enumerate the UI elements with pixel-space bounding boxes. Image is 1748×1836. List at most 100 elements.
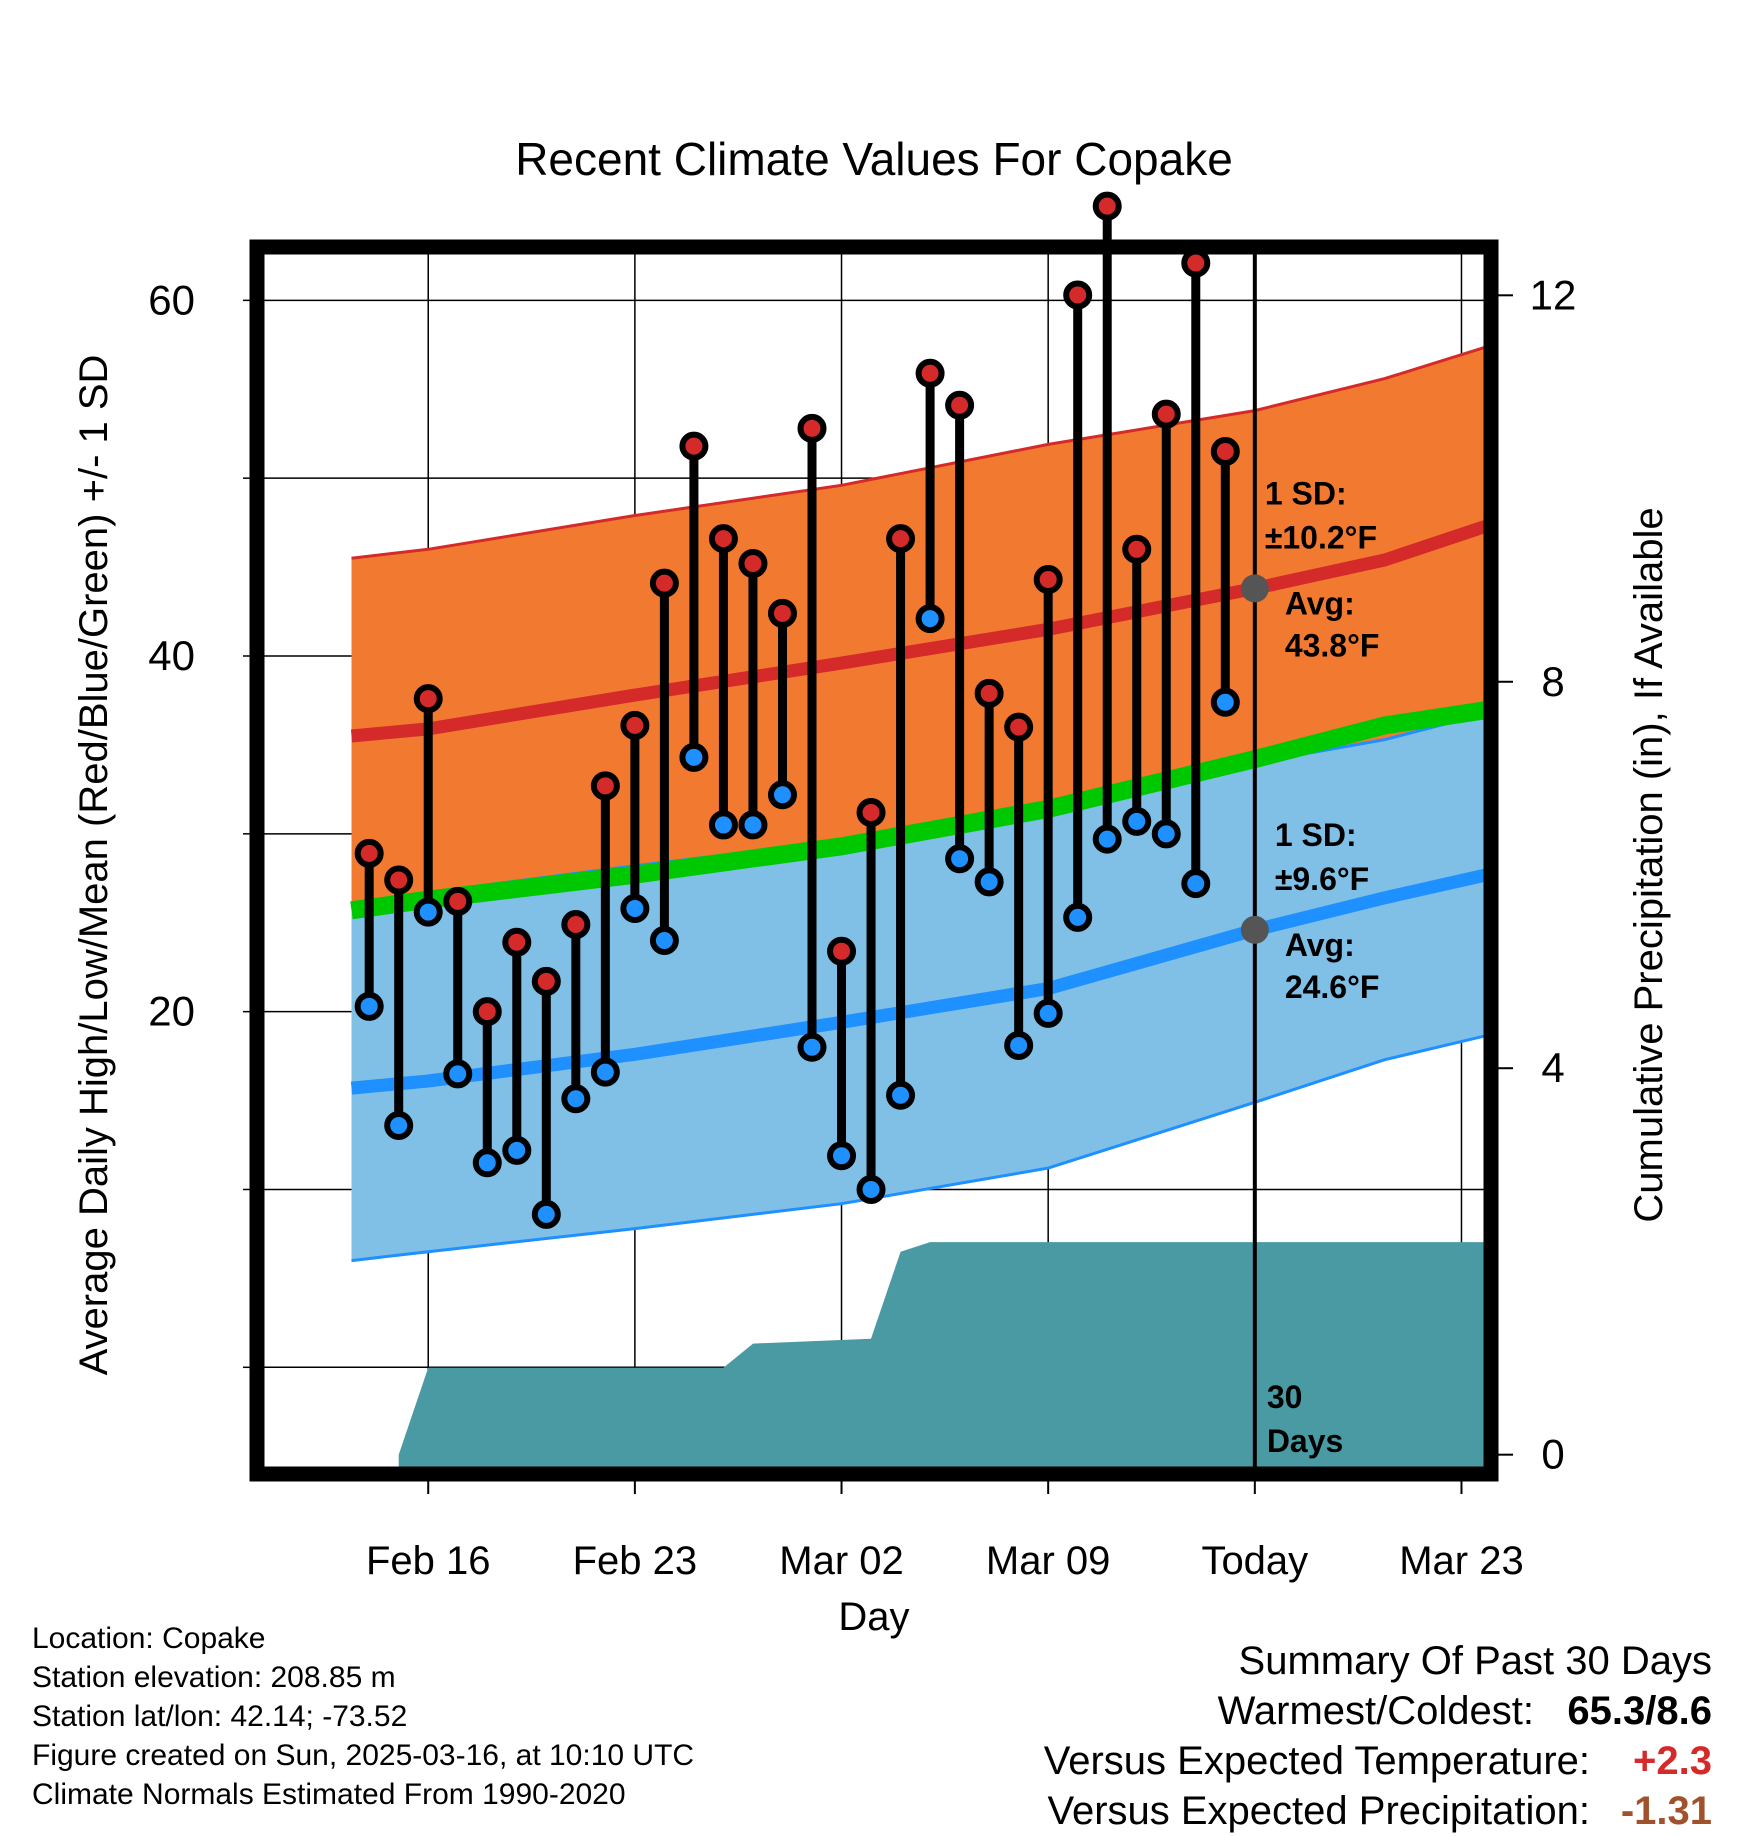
daily-high-point — [679, 431, 709, 461]
daily-low-point — [974, 867, 1004, 897]
y2-tick-label: 4 — [1541, 1044, 1564, 1091]
summary-panel: Summary Of Past 30 Days Warmest/Coldest:… — [812, 1636, 1712, 1836]
daily-low-point — [827, 1141, 857, 1171]
summary-label: Versus Expected Precipitation: — [1047, 1789, 1590, 1833]
daily-low-point — [384, 1110, 414, 1140]
y-tick-label: 60 — [148, 276, 195, 323]
footer-created: Figure created on Sun, 2025-03-16, at 10… — [32, 1739, 695, 1772]
high-avg-marker — [1240, 574, 1269, 603]
high-sd-value: ±10.2°F — [1265, 519, 1377, 555]
daily-high-point — [531, 966, 561, 996]
high-sd-label: 1 SD: — [1265, 475, 1347, 511]
y-axis-title: Average Daily High/Low/Mean (Red/Blue/Gr… — [72, 355, 116, 1376]
summary-row-warmest-coldest: Warmest/Coldest: 65.3/8.6 — [812, 1686, 1712, 1736]
y-tick-label: 40 — [148, 632, 195, 679]
daily-low-point — [1092, 824, 1122, 854]
daily-high-point — [590, 771, 620, 801]
daily-high-point — [649, 568, 679, 598]
summary-value-precipitation: -1.31 — [1620, 1789, 1712, 1833]
daily-high-point — [561, 910, 591, 940]
precip-area — [398, 1242, 1491, 1474]
x-tick-label: Mar 02 — [779, 1539, 904, 1583]
x-tick-label: Mar 09 — [986, 1539, 1111, 1583]
daily-low-point — [354, 991, 384, 1021]
y2-tick-label: 8 — [1541, 658, 1564, 705]
daily-high-point — [1151, 399, 1181, 429]
axes: 20 40 60 0 4 8 12 Feb 16 Feb 23 Mar 02 Mar 09 Today… — [72, 239, 1671, 1639]
low-sd-band — [351, 712, 1491, 1261]
daily-low-point — [1063, 902, 1093, 932]
daily-high-point — [1181, 248, 1211, 278]
daily-low-point — [767, 780, 797, 810]
daily-low-point — [1181, 869, 1211, 899]
normal-high-line — [350, 517, 1491, 743]
daily-high-point — [945, 390, 975, 420]
summary-row-precipitation: Versus Expected Precipitation: -1.31 — [812, 1786, 1712, 1836]
y2-axis-title: Cumulative Precipitation (in), If Availa… — [1627, 507, 1671, 1222]
daily-low-point — [708, 810, 738, 840]
x-axis-title: Day — [838, 1595, 909, 1639]
x-tick-label: Mar 23 — [1399, 1539, 1524, 1583]
plot-area — [257, 247, 1491, 1474]
daily-low-point — [590, 1057, 620, 1087]
daily-high-point — [1092, 191, 1122, 221]
daily-high-point — [856, 797, 886, 827]
high-avg-value: 43.8°F — [1285, 627, 1380, 663]
summary-label: Versus Expected Temperature: — [1043, 1739, 1590, 1783]
daily-low-point — [886, 1080, 916, 1110]
high-sd-upper-edge — [351, 343, 1491, 560]
daily-low-point — [1033, 998, 1063, 1028]
low-avg-value: 24.6°F — [1285, 969, 1380, 1005]
daily-low-point — [443, 1059, 473, 1089]
daily-low-point — [679, 742, 709, 772]
daily-low-point — [1122, 806, 1152, 836]
daily-low-point — [561, 1084, 591, 1114]
daily-high-point — [443, 886, 473, 916]
summary-label: Warmest/Coldest: — [1217, 1689, 1534, 1733]
chart-title: Recent Climate Values For Copake — [515, 133, 1233, 185]
high-avg-label: Avg: — [1285, 585, 1355, 621]
precip-label-30: 30 — [1267, 1379, 1303, 1415]
daily-high-point — [354, 838, 384, 868]
x-tick-label: Feb 23 — [573, 1539, 698, 1583]
daily-low-point — [1004, 1030, 1034, 1060]
y2-tick-label: 0 — [1541, 1431, 1564, 1478]
low-sd-value: ±9.6°F — [1275, 861, 1369, 897]
summary-row-temperature: Versus Expected Temperature: +2.3 — [812, 1736, 1712, 1786]
daily-low-point — [915, 604, 945, 634]
daily-low-point — [1151, 819, 1181, 849]
footer-location: Location: Copake — [32, 1622, 266, 1655]
daily-high-point — [502, 927, 532, 957]
daily-high-point — [1063, 280, 1093, 310]
plot-frame — [249, 239, 1499, 1482]
low-avg-marker — [1240, 915, 1269, 944]
daily-high-point — [827, 936, 857, 966]
daily-low-point — [413, 897, 443, 927]
daily-low-point — [620, 894, 650, 924]
daily-high-point — [620, 710, 650, 740]
daily-low-point — [797, 1032, 827, 1062]
daily-high-point — [1004, 712, 1034, 742]
daily-high-point — [767, 598, 797, 628]
plot-overlay: 1 SD: ±10.2°F Avg: 43.8°F 1 SD: ±9.6°F Avg: 24.… — [354, 191, 1380, 1459]
summary-title: Summary Of Past 30 Days — [1238, 1639, 1712, 1683]
y2-tick-label: 12 — [1530, 271, 1577, 318]
footer-elevation: Station elevation: 208.85 m — [32, 1661, 396, 1694]
low-sd-lower-edge — [351, 1032, 1491, 1263]
low-avg-label: Avg: — [1285, 927, 1355, 963]
daily-high-point — [797, 413, 827, 443]
daily-high-point — [472, 997, 502, 1027]
low-sd-label: 1 SD: — [1275, 817, 1357, 853]
daily-high-point — [1122, 534, 1152, 564]
y-tick-label: 20 — [148, 988, 195, 1035]
daily-high-point — [974, 678, 1004, 708]
footer-normals: Climate Normals Estimated From 1990-2020 — [32, 1778, 626, 1811]
daily-low-point — [649, 926, 679, 956]
daily-low-point — [738, 810, 768, 840]
footer-latlon: Station lat/lon: 42.14; -73.52 — [32, 1700, 408, 1733]
daily-high-point — [738, 549, 768, 579]
daily-low-point — [1210, 687, 1240, 717]
summary-value-temperature: +2.3 — [1633, 1739, 1712, 1783]
daily-low-point — [856, 1174, 886, 1204]
